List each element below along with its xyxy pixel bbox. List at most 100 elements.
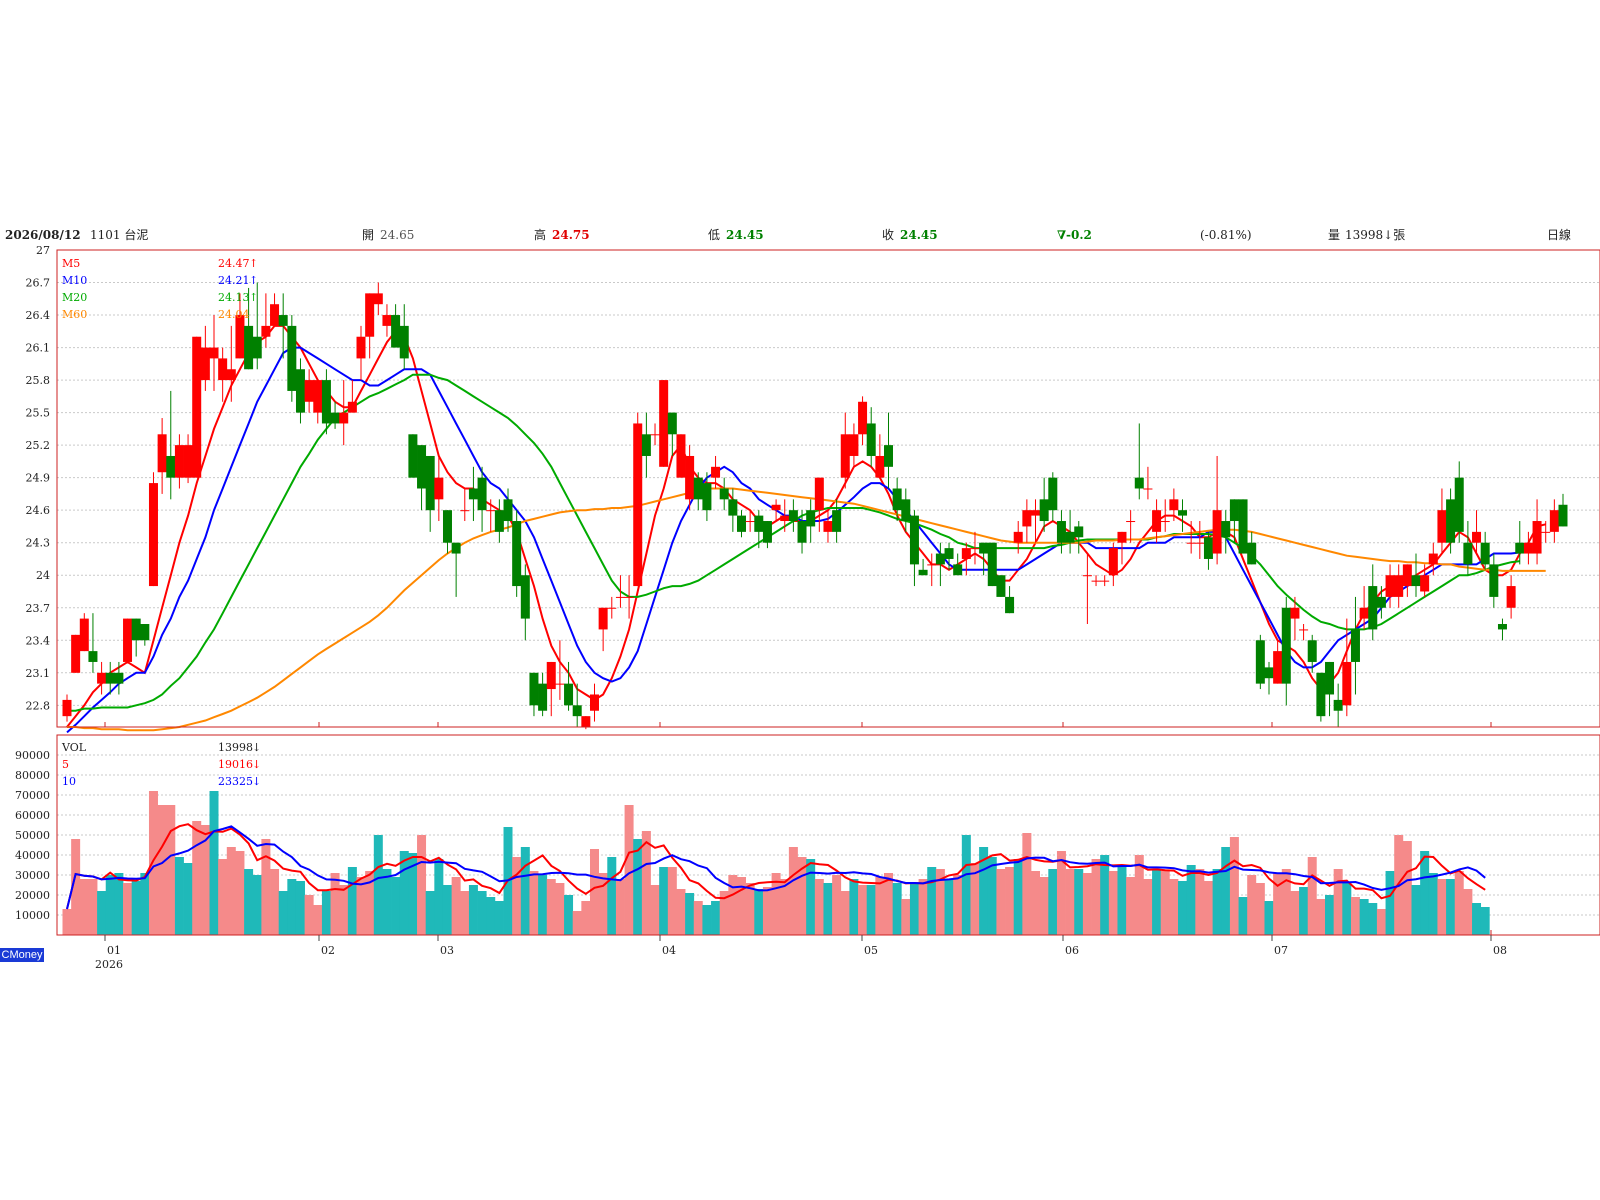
price-tick-label: 25.5 — [26, 407, 51, 420]
candle — [1031, 499, 1041, 543]
volume-legend-name: VOL — [61, 741, 87, 754]
volume-bar — [1281, 869, 1291, 935]
volume-bar — [1169, 879, 1179, 935]
candle-body — [650, 434, 660, 436]
candle-body — [1325, 661, 1335, 695]
candle-body — [572, 705, 582, 717]
volume-bar — [538, 875, 548, 935]
candle-body — [451, 542, 461, 554]
candle-body — [1402, 564, 1412, 587]
volume-bar — [347, 867, 357, 935]
volume-bar — [901, 899, 911, 935]
candle-body — [1126, 521, 1136, 523]
candle-body — [754, 515, 764, 532]
candle — [624, 575, 634, 619]
candle-body — [797, 521, 807, 543]
candle-body — [832, 510, 842, 532]
candle — [417, 445, 427, 511]
candle-body — [909, 515, 919, 565]
candle-body — [174, 445, 184, 478]
candle — [1316, 672, 1326, 722]
candle — [745, 510, 755, 532]
price-month-lines — [104, 722, 1492, 727]
candle — [1333, 683, 1343, 727]
candle — [192, 336, 202, 478]
candle — [373, 282, 383, 316]
candle-body — [148, 483, 158, 587]
volume-bar — [460, 891, 470, 935]
candle-body — [192, 336, 202, 478]
volume-bar — [1117, 867, 1127, 935]
candle — [1091, 575, 1101, 587]
volume-ma-line-5 — [66, 823, 1486, 910]
candle — [728, 488, 738, 532]
volume-bar — [615, 879, 625, 935]
volume-tick-label: 80000 — [15, 769, 50, 782]
candle-body — [858, 401, 868, 435]
candle — [615, 575, 625, 608]
volume-bar — [278, 891, 288, 935]
volume-legend-value: 19016 — [218, 758, 253, 771]
candle — [1541, 521, 1551, 543]
candle-body — [598, 607, 608, 630]
candle-body — [105, 672, 115, 684]
candle — [321, 369, 331, 435]
candle-body — [278, 315, 288, 326]
candle — [685, 445, 695, 511]
candle-body — [1048, 477, 1058, 511]
candle-body — [788, 510, 798, 522]
volume-bar — [1178, 881, 1188, 935]
volume-bar — [1247, 875, 1257, 935]
candle — [105, 661, 115, 695]
volume-bar — [858, 885, 868, 935]
volume-bar — [1463, 889, 1473, 935]
volume-panel: 10000 20000 30000 40000 50000 60000 70000 80000… — [15, 734, 1600, 936]
candle — [131, 618, 141, 657]
candle-body — [866, 423, 876, 456]
volume-bar — [1316, 899, 1326, 935]
volume-bar — [1376, 909, 1386, 935]
volume-bar — [1428, 873, 1438, 935]
candle-body — [607, 607, 617, 609]
candle-body — [944, 548, 954, 559]
candle-body — [503, 499, 513, 522]
candle — [88, 613, 98, 673]
brand-logo: CMoney — [0, 948, 44, 962]
candle-body — [1376, 596, 1386, 608]
volume-bar — [1290, 891, 1300, 935]
candle-body — [884, 445, 894, 467]
candle — [226, 325, 236, 402]
candle-body — [468, 488, 478, 500]
volume-bar — [287, 879, 297, 935]
price-gridlines — [57, 249, 1600, 706]
candle-body — [1342, 661, 1352, 706]
volume-legend-value: 13998 — [218, 741, 253, 754]
candle-body — [408, 434, 418, 478]
price-y-axis: 22.8 23.1 23.4 23.7 24 24.3 24.6 24.9 25.2 25.5 25… — [26, 244, 51, 712]
volume-bar — [970, 863, 980, 935]
candle-body — [97, 672, 107, 684]
x-month-label: 04 — [662, 944, 676, 957]
price-tick-label: 23.7 — [26, 602, 51, 615]
candle-body — [1523, 542, 1533, 554]
volume-bar — [719, 891, 729, 935]
candle-body — [918, 569, 928, 576]
candle — [442, 510, 452, 554]
candle — [901, 488, 911, 532]
candle-body — [123, 618, 133, 662]
x-year-label: 2026 — [95, 958, 123, 971]
candle-body — [1117, 531, 1127, 543]
candle — [858, 396, 868, 446]
candle — [218, 347, 228, 402]
candle — [313, 380, 323, 424]
volume-bar — [365, 871, 375, 935]
volume-bar — [140, 873, 150, 935]
volume-ma-line-10 — [66, 825, 1486, 910]
candle-body — [1160, 521, 1170, 523]
volume-bar — [1013, 859, 1023, 935]
price-legend-arrow: ↑ — [249, 291, 258, 304]
volume-bar — [1368, 903, 1378, 935]
volume-bar — [840, 891, 850, 935]
header-high-label: 高 — [534, 227, 546, 242]
candle — [1203, 531, 1213, 570]
